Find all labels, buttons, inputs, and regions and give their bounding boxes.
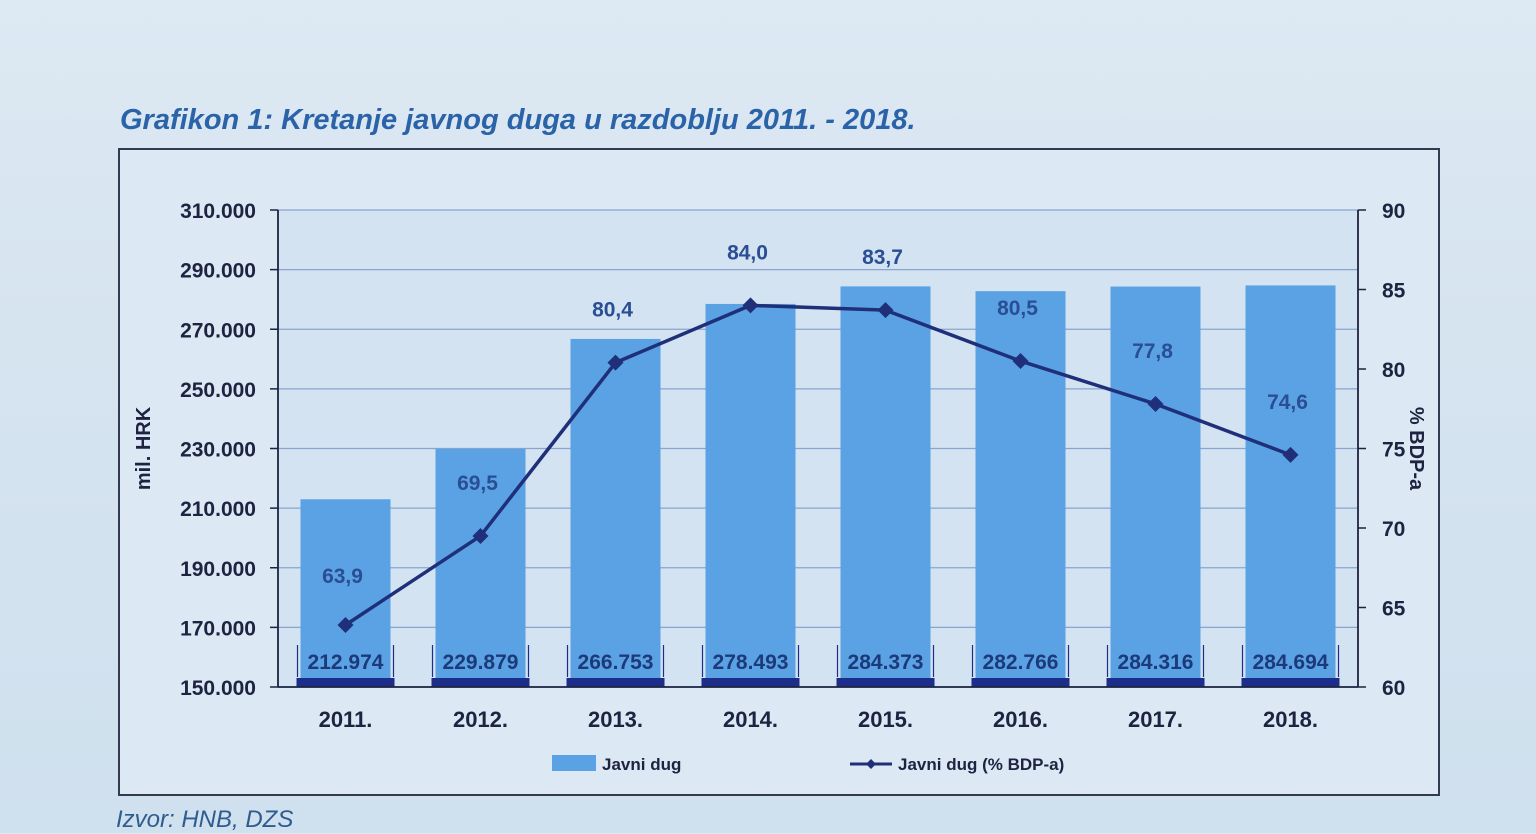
legend-swatch-marker — [866, 759, 876, 769]
line-point — [607, 354, 624, 371]
bar — [705, 303, 796, 687]
bar-base — [566, 678, 665, 687]
bar — [435, 448, 526, 687]
x-tick-label: 2015. — [858, 707, 913, 732]
legend-label-bar: Javni dug — [602, 755, 681, 774]
line-value-label: 80,4 — [592, 299, 633, 322]
y-right-tick-label: 85 — [1382, 280, 1406, 303]
y-left-axis-title: mil. HRK — [133, 406, 155, 490]
line-value-label: 69,5 — [457, 472, 498, 495]
legend-label-line: Javni dug (% BDP-a) — [898, 755, 1064, 774]
y-right-axis-title: % BDP-a — [1405, 407, 1427, 491]
bar — [1110, 286, 1201, 687]
x-tick-label: 2013. — [588, 707, 643, 732]
bar-value-label: 282.766 — [983, 651, 1059, 674]
y-right-tick-label: 75 — [1382, 439, 1406, 462]
x-tick-label: 2014. — [723, 707, 778, 732]
y-left-tick-label: 150.000 — [180, 677, 256, 700]
bar — [570, 338, 661, 687]
x-tick-label: 2018. — [1263, 707, 1318, 732]
line-point — [1147, 395, 1164, 412]
line-point — [1282, 446, 1299, 463]
x-tick-label: 2017. — [1128, 707, 1183, 732]
line-value-label: 80,5 — [997, 297, 1038, 320]
bar-value-label: 284.694 — [1253, 651, 1329, 674]
line-value-label: 84,0 — [727, 241, 768, 264]
line-point — [877, 302, 894, 319]
bar-value-label: 284.316 — [1118, 651, 1194, 674]
bar-value-label: 284.373 — [848, 651, 924, 674]
bar — [1245, 285, 1336, 687]
y-left-tick-label: 310.000 — [180, 200, 256, 223]
chart-frame: 150.000 170.000 190.000 210.000 230.000 250.0… — [118, 148, 1440, 796]
bar-value-label: 278.493 — [713, 651, 789, 674]
bar — [840, 286, 931, 687]
y-left-tick-label: 290.000 — [180, 260, 256, 283]
line-series — [344, 303, 1292, 627]
y-right-tick-label: 80 — [1382, 359, 1405, 382]
y-right-tick-label: 65 — [1382, 598, 1406, 621]
bar-base — [1106, 678, 1205, 687]
line-value-label: 63,9 — [322, 565, 363, 588]
bar-value-label: 212.974 — [308, 651, 384, 674]
bar-value-label: 266.753 — [578, 651, 654, 674]
chart-title: Grafikon 1: Kretanje javnog duga u razdo… — [120, 104, 916, 136]
bar-base — [701, 678, 800, 687]
y-right-tick-label: 90 — [1382, 200, 1405, 223]
bar-base — [431, 678, 530, 687]
y-left-tick-label: 270.000 — [180, 319, 256, 342]
line-value-label: 83,7 — [862, 246, 903, 269]
bar-base — [296, 678, 395, 687]
line-point — [742, 297, 759, 314]
bar — [300, 499, 391, 687]
line-point — [1012, 353, 1029, 370]
x-tick-label: 2016. — [993, 707, 1048, 732]
line-point — [337, 616, 354, 633]
bar-value-label: 229.879 — [443, 651, 519, 674]
bar-base — [971, 678, 1070, 687]
y-left-tick-label: 230.000 — [180, 439, 256, 462]
y-right-tick-label: 60 — [1382, 677, 1405, 700]
combo-chart: 150.000 170.000 190.000 210.000 230.000 250.0… — [133, 200, 1427, 774]
y-left-tick-label: 210.000 — [180, 498, 256, 521]
x-tick-label: 2012. — [453, 707, 508, 732]
legend-swatch-bar — [552, 755, 596, 771]
line-value-label: 74,6 — [1267, 391, 1308, 414]
y-left-tick-label: 250.000 — [180, 379, 256, 402]
x-tick-label: 2011. — [319, 707, 373, 732]
bar-base — [1241, 678, 1340, 687]
line-value-label: 77,8 — [1132, 340, 1173, 363]
y-left-tick-label: 190.000 — [180, 558, 256, 581]
y-left-tick-label: 170.000 — [180, 617, 256, 640]
line-point — [472, 527, 489, 544]
bar-base — [836, 678, 935, 687]
y-right-tick-label: 70 — [1382, 518, 1405, 541]
source-note: Izvor: HNB, DZS — [116, 806, 294, 833]
